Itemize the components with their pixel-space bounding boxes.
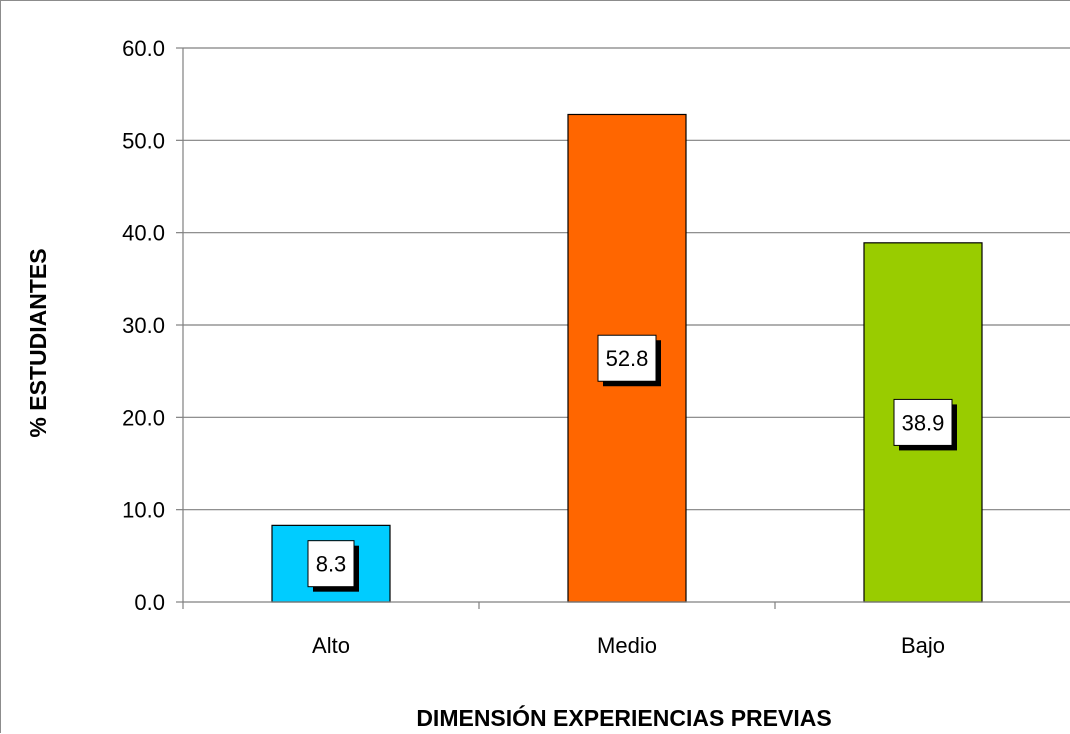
y-tick-label: 30.0 — [122, 313, 165, 338]
y-tick-label: 40.0 — [122, 221, 165, 246]
x-tick-label: Medio — [597, 633, 657, 658]
y-tick-label: 50.0 — [122, 128, 165, 153]
x-axis-title: DIMENSIÓN EXPERIENCIAS PREVIAS — [416, 704, 831, 731]
axes: 0.0 10.0 20.0 30.0 40.0 50.0 60.0 Alto Medio Bajo — [122, 36, 1070, 658]
y-tick-label: 20.0 — [122, 405, 165, 430]
data-label: 38.9 — [902, 410, 945, 435]
data-label-box — [307, 540, 355, 588]
y-tick-label: 10.0 — [122, 498, 165, 523]
data-labels: 8.3 52.8 38.9 — [307, 334, 957, 592]
y-tick-label: 0.0 — [134, 590, 165, 615]
data-label: 8.3 — [316, 552, 347, 577]
y-tick-label: 60.0 — [122, 36, 165, 61]
data-label: 52.8 — [606, 346, 649, 371]
data-label-box — [893, 398, 953, 446]
x-tick-label: Alto — [312, 633, 350, 658]
x-tick-label: Bajo — [901, 633, 945, 658]
y-axis-title: % ESTUDIANTES — [25, 248, 51, 437]
data-label-box — [597, 334, 657, 382]
